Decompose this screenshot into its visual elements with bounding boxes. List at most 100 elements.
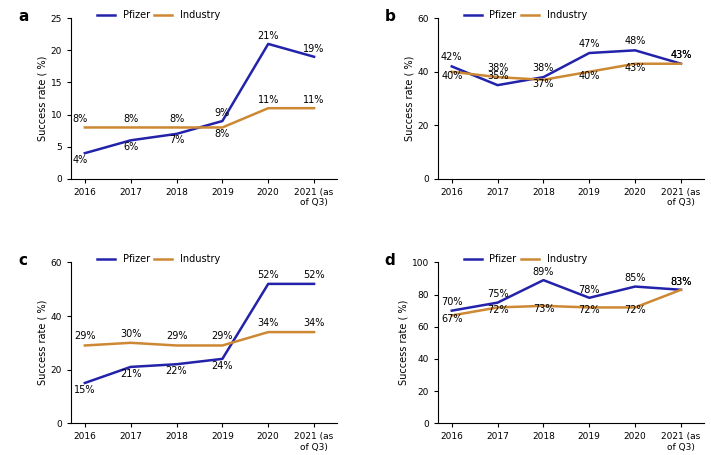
Text: 43%: 43%: [670, 50, 692, 60]
Industry: [218, 343, 227, 348]
Text: 47%: 47%: [579, 39, 600, 49]
Y-axis label: Success rate ( %): Success rate ( %): [399, 300, 409, 385]
Text: 11%: 11%: [257, 95, 279, 105]
Pfizer: [493, 82, 502, 88]
Pfizer: [80, 151, 89, 156]
Text: 40%: 40%: [579, 71, 600, 81]
Text: 34%: 34%: [304, 318, 325, 328]
Industry: [310, 106, 319, 111]
Line: Industry: Industry: [85, 108, 314, 127]
Pfizer: [631, 284, 639, 289]
Text: 21%: 21%: [120, 369, 141, 379]
Text: 8%: 8%: [123, 114, 139, 124]
Text: 22%: 22%: [166, 366, 187, 376]
Text: 73%: 73%: [533, 304, 554, 314]
Text: 30%: 30%: [120, 329, 141, 339]
Text: 24%: 24%: [212, 361, 233, 371]
Text: 89%: 89%: [533, 267, 554, 277]
Line: Pfizer: Pfizer: [85, 284, 314, 383]
Legend: Pfizer, Industry: Pfizer, Industry: [464, 10, 587, 20]
Pfizer: [218, 118, 227, 124]
Line: Industry: Industry: [85, 332, 314, 345]
Text: 6%: 6%: [123, 142, 139, 152]
Text: 78%: 78%: [579, 284, 600, 294]
Pfizer: [677, 61, 685, 66]
Pfizer: [585, 51, 594, 56]
Industry: [631, 61, 639, 66]
Pfizer: [264, 281, 272, 287]
Pfizer: [447, 64, 456, 69]
Text: 15%: 15%: [74, 385, 95, 395]
Pfizer: [493, 300, 502, 305]
Industry: [127, 340, 135, 345]
Line: Pfizer: Pfizer: [451, 280, 681, 311]
Y-axis label: Success rate ( %): Success rate ( %): [38, 300, 48, 385]
Text: 43%: 43%: [670, 50, 692, 60]
Text: 37%: 37%: [533, 79, 554, 89]
Legend: Pfizer, Industry: Pfizer, Industry: [97, 254, 220, 264]
Industry: [172, 125, 181, 130]
Industry: [631, 305, 639, 310]
Pfizer: [310, 54, 319, 60]
Pfizer: [264, 41, 272, 47]
Y-axis label: Success rate ( %): Success rate ( %): [405, 56, 415, 141]
Industry: [310, 329, 319, 335]
Text: 72%: 72%: [579, 305, 600, 315]
Industry: [172, 343, 181, 348]
Pfizer: [631, 48, 639, 53]
Text: 43%: 43%: [624, 63, 646, 73]
Text: 67%: 67%: [441, 313, 463, 324]
Industry: [677, 61, 685, 66]
Pfizer: [677, 287, 685, 293]
Industry: [264, 329, 272, 335]
Text: 7%: 7%: [169, 136, 184, 146]
Line: Pfizer: Pfizer: [85, 44, 314, 153]
Industry: [80, 125, 89, 130]
Industry: [80, 343, 89, 348]
Industry: [493, 305, 502, 310]
Line: Pfizer: Pfizer: [451, 51, 681, 85]
Line: Industry: Industry: [451, 64, 681, 80]
Text: 72%: 72%: [624, 305, 646, 315]
Industry: [585, 69, 594, 75]
Text: b: b: [385, 9, 396, 24]
Text: 42%: 42%: [441, 52, 463, 62]
Text: d: d: [385, 253, 395, 268]
Pfizer: [585, 295, 594, 301]
Y-axis label: Success rate ( %): Success rate ( %): [38, 56, 48, 141]
Text: 83%: 83%: [670, 277, 692, 287]
Text: 72%: 72%: [487, 305, 508, 315]
Industry: [539, 303, 547, 308]
Line: Industry: Industry: [451, 290, 681, 315]
Text: 19%: 19%: [304, 44, 325, 54]
Text: 52%: 52%: [304, 270, 325, 280]
Text: 8%: 8%: [73, 114, 88, 124]
Text: 35%: 35%: [487, 71, 508, 81]
Pfizer: [172, 131, 181, 136]
Pfizer: [218, 356, 227, 362]
Industry: [447, 313, 456, 318]
Text: 9%: 9%: [215, 108, 230, 118]
Text: 29%: 29%: [74, 331, 95, 341]
Text: 48%: 48%: [624, 36, 646, 46]
Pfizer: [447, 308, 456, 313]
Text: 8%: 8%: [169, 114, 184, 124]
Pfizer: [127, 137, 135, 143]
Text: 85%: 85%: [624, 273, 646, 283]
Text: 83%: 83%: [670, 277, 692, 287]
Industry: [493, 74, 502, 80]
Pfizer: [539, 74, 547, 80]
Industry: [127, 125, 135, 130]
Industry: [677, 287, 685, 293]
Pfizer: [172, 362, 181, 367]
Legend: Pfizer, Industry: Pfizer, Industry: [97, 10, 220, 20]
Text: 34%: 34%: [257, 318, 279, 328]
Pfizer: [127, 364, 135, 369]
Text: 11%: 11%: [304, 95, 325, 105]
Industry: [539, 77, 547, 82]
Industry: [585, 305, 594, 310]
Text: 38%: 38%: [533, 63, 554, 73]
Text: 29%: 29%: [166, 331, 187, 341]
Text: 38%: 38%: [487, 63, 508, 73]
Text: 21%: 21%: [257, 30, 279, 40]
